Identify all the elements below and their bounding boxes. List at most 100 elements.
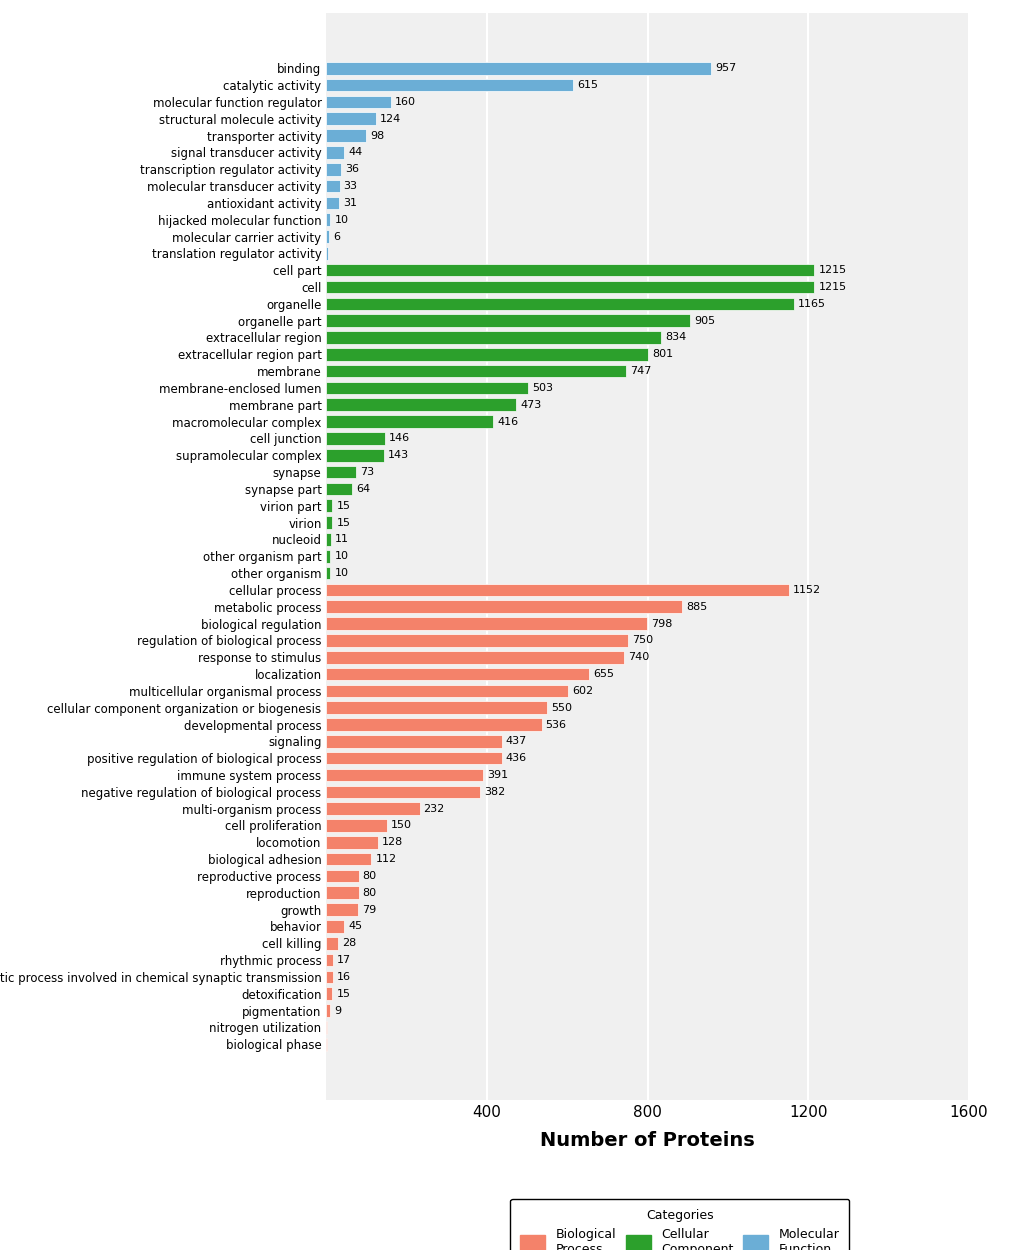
Text: 232: 232 bbox=[423, 804, 444, 814]
Bar bbox=[326, 870, 359, 882]
Bar bbox=[326, 904, 358, 916]
Bar bbox=[326, 651, 623, 664]
Text: 436: 436 bbox=[505, 754, 526, 764]
Bar bbox=[326, 769, 483, 781]
Bar bbox=[326, 584, 789, 596]
Bar bbox=[326, 954, 333, 966]
Text: 36: 36 bbox=[344, 164, 359, 174]
Bar bbox=[326, 853, 371, 865]
Bar bbox=[326, 180, 339, 192]
Text: 79: 79 bbox=[362, 905, 376, 915]
Text: 1215: 1215 bbox=[817, 282, 846, 292]
Bar bbox=[326, 988, 332, 1000]
Text: 44: 44 bbox=[347, 148, 362, 158]
Text: 73: 73 bbox=[360, 468, 374, 478]
Text: 150: 150 bbox=[390, 820, 412, 830]
Bar bbox=[326, 162, 340, 175]
Text: 80: 80 bbox=[362, 871, 376, 881]
Text: 437: 437 bbox=[505, 736, 527, 746]
Bar bbox=[326, 432, 384, 445]
Bar bbox=[326, 112, 376, 125]
Bar bbox=[326, 618, 646, 630]
Bar bbox=[326, 819, 386, 831]
Bar bbox=[326, 146, 343, 159]
Text: 550: 550 bbox=[551, 703, 572, 712]
Text: 801: 801 bbox=[651, 349, 673, 359]
Text: 98: 98 bbox=[370, 130, 383, 140]
Text: 1165: 1165 bbox=[798, 299, 825, 309]
Bar bbox=[326, 399, 516, 411]
Bar bbox=[326, 634, 627, 646]
Bar bbox=[326, 482, 352, 495]
Bar bbox=[326, 802, 419, 815]
Bar bbox=[326, 532, 330, 546]
Text: 885: 885 bbox=[685, 601, 706, 611]
Bar bbox=[326, 314, 689, 328]
Text: 1152: 1152 bbox=[793, 585, 820, 595]
Legend: Biological
Process, Cellular
Component, Molecular
Function: Biological Process, Cellular Component, … bbox=[510, 1199, 849, 1250]
Text: 747: 747 bbox=[630, 366, 651, 376]
Bar bbox=[326, 248, 327, 260]
Text: 9: 9 bbox=[333, 1005, 340, 1015]
Text: 11: 11 bbox=[334, 535, 348, 545]
Text: 17: 17 bbox=[337, 955, 351, 965]
Bar bbox=[326, 331, 660, 344]
Text: 128: 128 bbox=[381, 838, 403, 848]
Text: 10: 10 bbox=[334, 215, 348, 225]
Text: 416: 416 bbox=[497, 416, 518, 426]
Text: 33: 33 bbox=[343, 181, 358, 191]
Text: 382: 382 bbox=[483, 786, 504, 796]
Text: 834: 834 bbox=[664, 332, 686, 342]
Bar bbox=[326, 79, 573, 91]
Bar bbox=[326, 785, 479, 799]
Text: 905: 905 bbox=[693, 316, 714, 326]
Bar bbox=[326, 550, 330, 562]
Text: 45: 45 bbox=[348, 921, 363, 931]
Bar bbox=[326, 196, 338, 209]
Text: 64: 64 bbox=[356, 484, 370, 494]
Bar bbox=[326, 214, 330, 226]
Bar bbox=[326, 129, 366, 141]
Bar bbox=[326, 95, 390, 109]
Text: 15: 15 bbox=[336, 989, 351, 999]
Bar bbox=[326, 1004, 330, 1018]
Text: 391: 391 bbox=[487, 770, 508, 780]
Text: 16: 16 bbox=[336, 972, 351, 982]
Bar bbox=[326, 735, 501, 748]
Bar bbox=[326, 281, 813, 294]
Bar bbox=[326, 264, 813, 276]
Text: 6: 6 bbox=[332, 231, 339, 241]
Bar bbox=[326, 466, 356, 479]
Text: 10: 10 bbox=[334, 568, 348, 578]
Text: 124: 124 bbox=[380, 114, 401, 124]
Text: 143: 143 bbox=[387, 450, 409, 460]
Bar bbox=[326, 719, 541, 731]
Bar bbox=[326, 938, 337, 950]
Bar bbox=[326, 381, 528, 394]
Text: 740: 740 bbox=[627, 652, 648, 662]
Text: 536: 536 bbox=[545, 720, 567, 730]
Text: 10: 10 bbox=[334, 551, 348, 561]
Bar bbox=[326, 701, 547, 714]
Text: 602: 602 bbox=[572, 686, 593, 696]
Text: 798: 798 bbox=[650, 619, 672, 629]
Text: 615: 615 bbox=[577, 80, 598, 90]
Text: 473: 473 bbox=[520, 400, 541, 410]
Bar bbox=[326, 516, 332, 529]
Bar bbox=[326, 415, 493, 428]
Text: 1215: 1215 bbox=[817, 265, 846, 275]
Text: 750: 750 bbox=[631, 635, 652, 645]
Text: 112: 112 bbox=[375, 854, 396, 864]
Bar bbox=[326, 230, 328, 242]
Bar bbox=[326, 365, 626, 378]
Bar bbox=[326, 348, 647, 361]
Bar bbox=[326, 566, 330, 580]
Bar bbox=[326, 449, 383, 461]
Bar bbox=[326, 971, 332, 984]
Bar bbox=[326, 886, 359, 899]
Bar bbox=[326, 836, 377, 849]
Bar bbox=[326, 751, 501, 765]
Bar bbox=[326, 600, 681, 612]
Text: 15: 15 bbox=[336, 501, 351, 511]
Text: 957: 957 bbox=[714, 64, 736, 74]
